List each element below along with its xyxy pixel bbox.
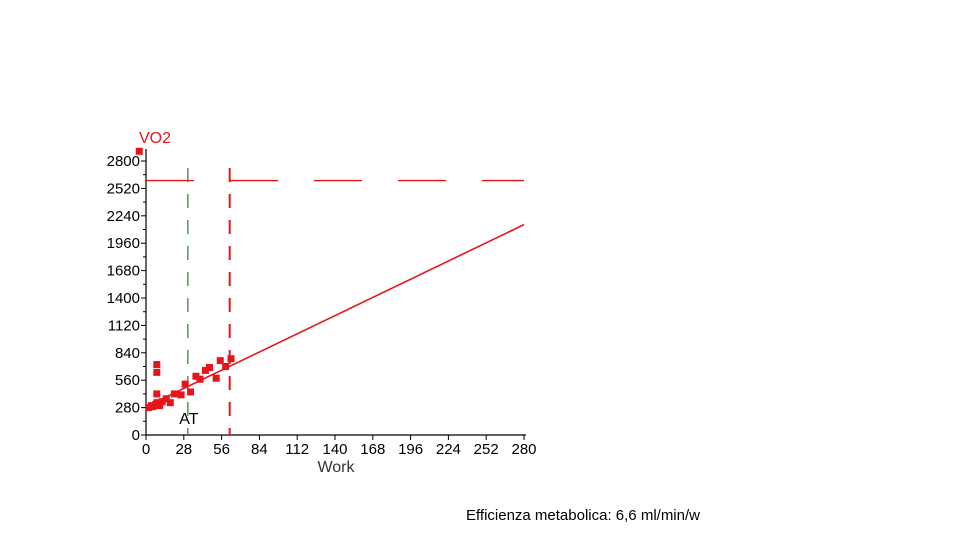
data-point: [162, 395, 170, 403]
x-tick-label: 140: [322, 441, 347, 458]
data-point: [153, 390, 161, 398]
data-points: [135, 147, 235, 412]
regression-line: [145, 223, 525, 408]
at-label: AT: [179, 411, 198, 428]
data-point: [156, 402, 163, 410]
data-point: [227, 355, 235, 363]
y-tick-label: 840: [115, 345, 140, 362]
y-tick-label: 280: [115, 400, 140, 417]
data-point: [177, 391, 185, 399]
data-point: [170, 390, 178, 398]
y-tick-label: 2240: [107, 208, 140, 225]
data-point: [166, 399, 174, 407]
data-point: [222, 363, 230, 370]
y-tick-label: 0: [132, 427, 140, 444]
y-tick-label: 2520: [107, 180, 140, 197]
y-tick-label: 1680: [107, 263, 140, 280]
data-point: [212, 374, 220, 382]
data-point: [196, 375, 204, 383]
data-point: [187, 388, 195, 396]
y-axis-title: VO2: [139, 130, 171, 147]
axes: [145, 149, 526, 436]
x-axis-title: Work: [317, 459, 355, 476]
y-tick-label: 2800: [107, 153, 140, 170]
data-point: [181, 380, 189, 388]
data-point: [205, 363, 213, 371]
x-tick-label: 280: [511, 441, 536, 458]
fit-line: [145, 223, 525, 408]
x-tick-label: 56: [213, 441, 230, 458]
y-tick-label: 1120: [108, 317, 140, 334]
y-tick-label: 1960: [107, 235, 140, 252]
x-tick-label: 224: [436, 441, 461, 458]
x-tick-label: 252: [474, 441, 499, 458]
metabolic-efficiency-caption: Efficienza metabolica: 6,6 ml/min/w: [466, 507, 700, 524]
data-point: [201, 366, 209, 374]
y-tick-label: 1400: [107, 290, 140, 307]
data-point: [158, 398, 166, 406]
reference-lines: [146, 168, 524, 435]
tick-labels: 0 28 56 84 112 140 168 196 224 252 280028056084011…: [107, 153, 537, 458]
x-tick-label: 28: [175, 441, 192, 458]
data-point: [153, 361, 161, 369]
x-tick-label: 168: [360, 441, 385, 458]
x-tick-label: 196: [398, 441, 423, 458]
data-point: [153, 368, 161, 376]
x-tick-label: 0: [142, 441, 150, 458]
data-point: [216, 357, 224, 365]
x-tick-label: 84: [251, 441, 268, 458]
data-point: [192, 372, 200, 380]
x-tick-label: 112: [285, 441, 309, 458]
data-point: [135, 147, 143, 155]
y-tick-label: 560: [115, 372, 140, 389]
